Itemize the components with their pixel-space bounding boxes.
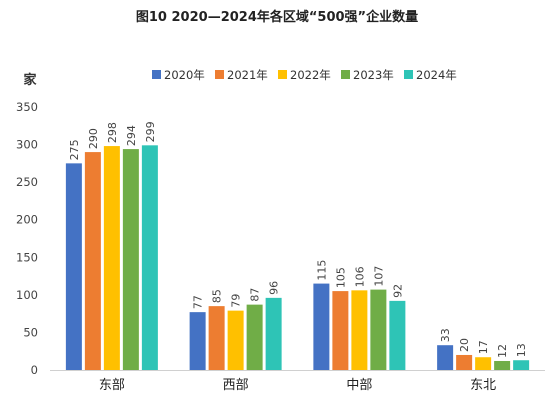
bar	[313, 283, 330, 370]
bar	[208, 306, 225, 370]
legend-label: 2020年	[164, 68, 205, 82]
y-tick-label: 300	[16, 138, 38, 152]
bar	[351, 290, 368, 370]
legend-label: 2022年	[290, 68, 331, 82]
bar	[437, 345, 454, 370]
x-category-label: 东北	[470, 378, 496, 393]
bar-value-label: 96	[268, 281, 281, 295]
bar-value-label: 105	[334, 267, 347, 288]
y-tick-label: 150	[16, 250, 38, 264]
bar	[246, 304, 263, 370]
bar	[227, 310, 244, 370]
x-axis-categories: 东部 西部 中部 东北	[99, 378, 496, 393]
bar-value-label: 298	[106, 122, 119, 143]
bar	[456, 354, 473, 370]
bar	[84, 152, 101, 370]
chart-title: 图10 2020—2024年各区域“500强”企业数量	[136, 9, 418, 25]
y-tick-label: 200	[16, 213, 38, 227]
legend-swatch	[215, 70, 224, 79]
bar	[265, 297, 282, 370]
bar	[370, 289, 387, 370]
bar-value-label: 87	[249, 288, 262, 302]
bar	[141, 145, 158, 370]
bars-area: 275 290 298 294 299 77 85 79 87 96 115 105 106 107 92 3…	[65, 121, 530, 370]
y-axis-ticks: 0 50 100 150 200 250 300 350	[16, 100, 38, 377]
legend-label: 2023年	[353, 68, 394, 82]
bar-value-label: 294	[125, 125, 138, 146]
bar	[65, 163, 82, 370]
bar	[475, 357, 492, 370]
x-category-label: 东部	[99, 378, 125, 393]
bar-value-label: 12	[496, 344, 509, 358]
bar-value-label: 115	[315, 260, 328, 281]
bar-value-label: 275	[68, 139, 81, 160]
y-tick-label: 100	[16, 288, 38, 302]
bar	[103, 146, 120, 370]
bar	[513, 360, 530, 370]
bar-value-label: 299	[144, 121, 157, 142]
x-category-label: 西部	[223, 378, 249, 393]
legend: 2020年 2021年 2022年 2023年 2024年	[152, 68, 457, 82]
legend-swatch	[404, 70, 413, 79]
bar-value-label: 85	[211, 289, 224, 303]
bar-value-label: 79	[230, 294, 243, 308]
legend-swatch	[278, 70, 287, 79]
bar-value-label: 17	[477, 340, 490, 354]
y-axis-unit-label: 家	[23, 72, 37, 88]
bar-value-label: 13	[515, 343, 528, 357]
bar-value-label: 92	[391, 284, 404, 298]
x-category-label: 中部	[346, 378, 372, 393]
legend-label: 2021年	[227, 68, 268, 82]
bar	[389, 300, 406, 370]
bar	[494, 360, 511, 370]
bar-value-label: 290	[87, 128, 100, 149]
y-tick-label: 0	[31, 363, 38, 377]
bar-value-label: 77	[192, 295, 205, 309]
y-tick-label: 350	[16, 100, 38, 114]
bar-value-label: 106	[353, 266, 366, 287]
bar-value-label: 33	[439, 328, 452, 342]
bar	[122, 149, 139, 370]
bar	[189, 312, 206, 370]
bar-value-label: 107	[372, 266, 385, 287]
legend-swatch	[152, 70, 161, 79]
legend-label: 2024年	[416, 68, 457, 82]
y-tick-label: 50	[23, 325, 38, 339]
legend-swatch	[341, 70, 350, 79]
y-tick-label: 250	[16, 175, 38, 189]
bar-value-label: 20	[458, 338, 471, 352]
bar	[332, 291, 349, 370]
